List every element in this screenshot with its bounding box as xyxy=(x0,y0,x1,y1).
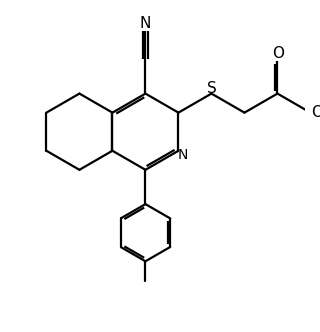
Text: O: O xyxy=(272,46,284,61)
Text: S: S xyxy=(207,81,216,96)
Text: O: O xyxy=(311,105,320,120)
Text: N: N xyxy=(140,16,151,31)
Text: N: N xyxy=(178,147,188,162)
